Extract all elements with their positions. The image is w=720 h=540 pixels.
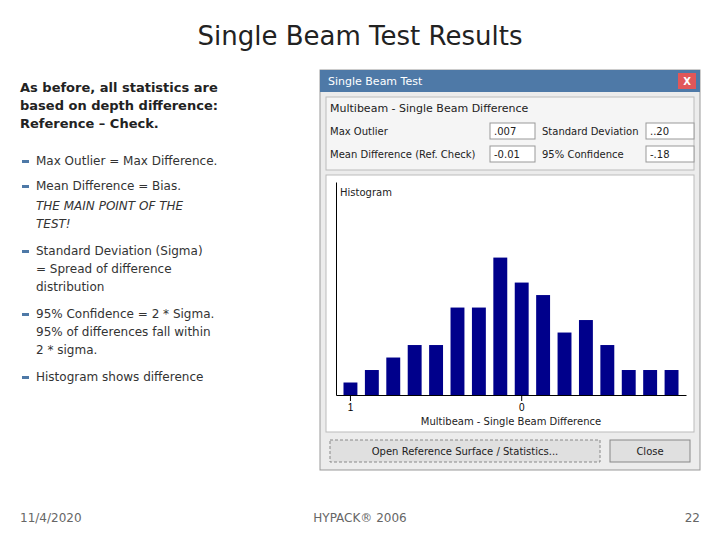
annotation: Histogram shows difference — [36, 370, 203, 384]
value-box — [490, 123, 535, 139]
bullet-marker — [22, 160, 29, 163]
bar — [386, 358, 400, 395]
annotation: 95% Confidence — [542, 149, 624, 160]
x-axis-line — [337, 395, 687, 396]
annotation: = Spread of difference — [36, 262, 172, 276]
dialog-title-bar — [320, 70, 700, 92]
x-tick-label: 0 — [519, 402, 525, 413]
annotation: HYPACK® 2006 — [313, 511, 406, 525]
annotation: TEST! — [36, 217, 71, 231]
bar — [600, 345, 614, 395]
annotation: Close — [636, 446, 663, 457]
annotation: distribution — [36, 280, 104, 294]
bullet-marker — [22, 376, 29, 379]
annotation: 22 — [685, 511, 700, 525]
bar — [579, 320, 593, 395]
title: Single Beam Test Results — [198, 21, 523, 51]
bullet-marker — [22, 313, 29, 316]
annotation: based on depth difference: — [20, 98, 218, 113]
annotation: Max Outlier — [330, 126, 389, 137]
annotation: As before, all statistics are — [20, 80, 218, 95]
annotation: THE MAIN POINT OF THE — [36, 199, 184, 213]
annotation: Standard Deviation (Sigma) — [36, 244, 203, 258]
annotation: 95% Confidence = 2 * Sigma. — [36, 307, 214, 321]
annotation: 95% of differences fall within — [36, 325, 211, 339]
bar — [429, 345, 443, 395]
annotation: ..20 — [650, 126, 669, 137]
bar — [365, 370, 379, 395]
x-tick-mark — [521, 395, 522, 401]
histogram-panel — [326, 175, 694, 432]
x-tick: 1 — [348, 395, 354, 413]
bar — [451, 308, 465, 395]
slide: Single Beam Test Results As before, all s… — [0, 0, 720, 540]
bar — [472, 308, 486, 395]
bullet-marker — [22, 185, 29, 188]
annotation: Standard Deviation — [542, 126, 639, 137]
y-axis — [336, 183, 337, 396]
annotation: Mean Difference (Ref. Check) — [330, 149, 476, 160]
x-axis-label: Multibeam - Single Beam Difference — [421, 416, 601, 427]
x-tick-label: 1 — [348, 402, 354, 413]
bar — [343, 383, 357, 395]
button — [330, 440, 600, 462]
value-box — [646, 146, 694, 162]
x-axis: 10 — [337, 395, 687, 413]
bars — [343, 258, 678, 395]
y-axis-line — [336, 183, 337, 396]
annotation: -0.01 — [494, 149, 520, 160]
bar — [408, 345, 422, 395]
bar — [515, 283, 529, 395]
annotation: X — [683, 76, 691, 87]
annotation: Histogram — [340, 187, 392, 198]
annotation: -.18 — [650, 149, 670, 160]
bar — [665, 370, 679, 395]
stats-panel — [326, 97, 694, 170]
x-tick: 0 — [519, 395, 525, 413]
close-x-box — [678, 73, 696, 89]
annotation: Mean Difference = Bias. — [36, 179, 181, 193]
bar — [622, 370, 636, 395]
dialog-frame — [320, 70, 700, 470]
annotation: Max Outlier = Max Difference. — [36, 154, 217, 168]
value-box — [646, 123, 694, 139]
bar — [643, 370, 657, 395]
annotation: Open Reference Surface / Statistics... — [372, 446, 559, 457]
bar — [493, 258, 507, 395]
annotation: Reference – Check. — [20, 116, 159, 131]
annotation: Single Beam Test — [328, 75, 423, 88]
annotation: 2 * sigma. — [36, 343, 97, 357]
bullet-marker — [22, 250, 29, 253]
button — [610, 440, 690, 462]
x-tick-mark — [350, 395, 351, 401]
value-box — [490, 146, 535, 162]
bar — [536, 295, 550, 395]
annotation: .007 — [494, 126, 516, 137]
bar — [558, 333, 572, 395]
annotation: Multibeam - Single Beam Difference — [330, 102, 529, 115]
annotation: 11/4/2020 — [20, 511, 82, 525]
